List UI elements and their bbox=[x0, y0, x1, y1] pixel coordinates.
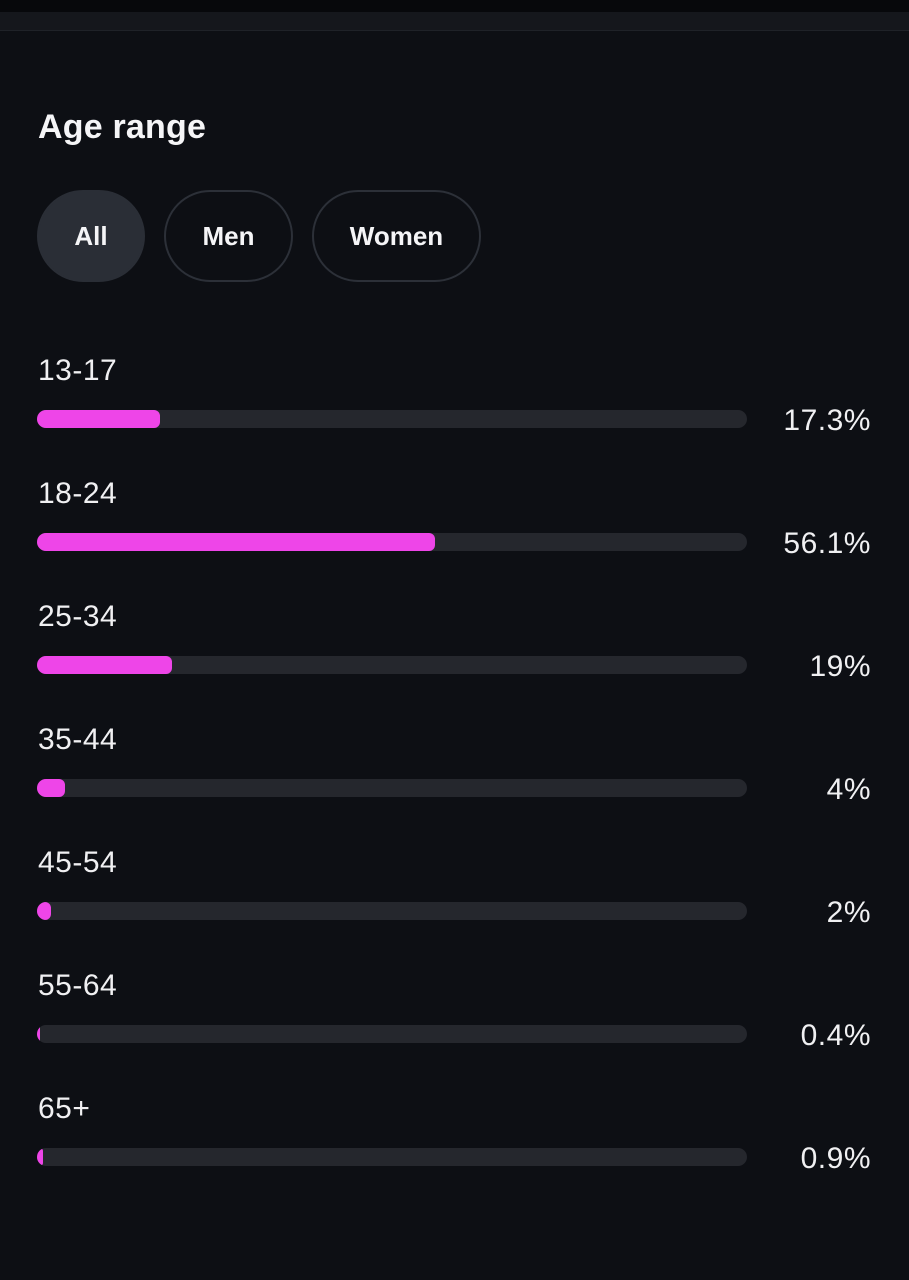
age-row-percent: 2% bbox=[826, 896, 871, 929]
age-row-45-54: 45-54 2% bbox=[0, 838, 909, 961]
progress-track bbox=[37, 656, 747, 674]
age-range-list: 13-17 17.3% 18-24 56.1% 25-34 19% 35-44 … bbox=[0, 346, 909, 1207]
progress-fill bbox=[37, 1025, 40, 1043]
progress-track bbox=[37, 410, 747, 428]
age-row-label: 13-17 bbox=[38, 354, 118, 387]
progress-track bbox=[37, 1025, 747, 1043]
age-row-percent: 56.1% bbox=[783, 527, 871, 560]
section-title: Age range bbox=[38, 108, 207, 146]
age-row-label: 18-24 bbox=[38, 477, 118, 510]
progress-track bbox=[37, 1148, 747, 1166]
progress-fill bbox=[37, 533, 436, 551]
age-row-18-24: 18-24 56.1% bbox=[0, 469, 909, 592]
age-row-25-34: 25-34 19% bbox=[0, 592, 909, 715]
age-row-35-44: 35-44 4% bbox=[0, 715, 909, 838]
filter-chip-all[interactable]: All bbox=[37, 190, 145, 282]
filter-chip-women[interactable]: Women bbox=[312, 190, 481, 282]
progress-track bbox=[37, 533, 747, 551]
age-row-percent: 19% bbox=[809, 650, 871, 683]
progress-fill bbox=[37, 1148, 44, 1166]
age-row-13-17: 13-17 17.3% bbox=[0, 346, 909, 469]
top-divider-dark bbox=[0, 0, 909, 12]
age-row-label: 65+ bbox=[38, 1092, 91, 1125]
progress-fill bbox=[37, 779, 66, 797]
top-divider-strip bbox=[0, 12, 909, 31]
age-row-55-64: 55-64 0.4% bbox=[0, 961, 909, 1084]
filter-chip-men[interactable]: Men bbox=[164, 190, 293, 282]
progress-fill bbox=[37, 410, 160, 428]
top-divider bbox=[0, 0, 909, 31]
age-row-percent: 17.3% bbox=[783, 404, 871, 437]
progress-track bbox=[37, 779, 747, 797]
age-row-percent: 4% bbox=[826, 773, 871, 806]
age-row-percent: 0.4% bbox=[800, 1019, 871, 1052]
progress-fill bbox=[37, 656, 172, 674]
age-row-label: 55-64 bbox=[38, 969, 118, 1002]
progress-track bbox=[37, 902, 747, 920]
age-row-65-plus: 65+ 0.9% bbox=[0, 1084, 909, 1207]
age-row-percent: 0.9% bbox=[800, 1142, 871, 1175]
age-row-label: 25-34 bbox=[38, 600, 118, 633]
gender-filter-chips: All Men Women bbox=[37, 190, 481, 282]
age-row-label: 35-44 bbox=[38, 723, 118, 756]
progress-fill bbox=[37, 902, 52, 920]
age-row-label: 45-54 bbox=[38, 846, 118, 879]
